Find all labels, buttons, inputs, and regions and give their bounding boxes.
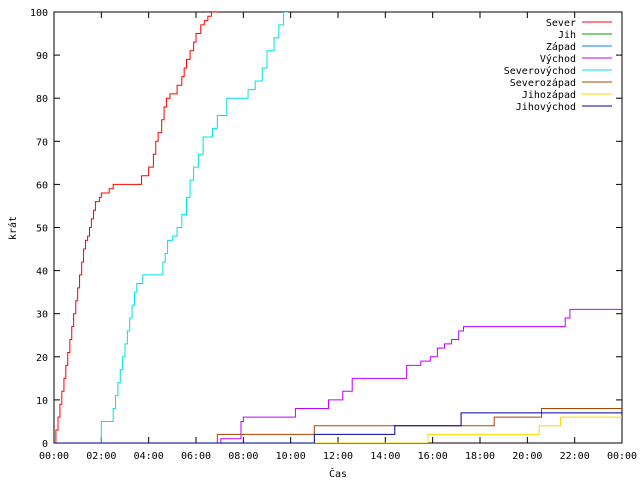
series-lines — [54, 12, 622, 443]
x-tick-label: 04:00 — [134, 451, 164, 462]
y-tick-label: 10 — [36, 396, 48, 407]
x-tick-label: 12:00 — [323, 451, 353, 462]
x-tick-label: 00:00 — [607, 451, 637, 462]
series-line-vychod — [54, 308, 622, 443]
x-tick-label: 08:00 — [228, 451, 258, 462]
axis-ticks: 0 10 20 30 40 50 60 70 80 90 100 00:00 02:00 04:00 06:… — [30, 8, 637, 462]
y-axis-label: krát — [7, 216, 19, 240]
series-line-severovychod — [54, 12, 289, 443]
legend-label-sever: Sever — [546, 18, 576, 29]
series-line-jihovychod — [54, 412, 622, 443]
x-axis-label: Čas — [329, 467, 347, 480]
y-tick-label: 20 — [36, 353, 48, 364]
x-tick-label: 16:00 — [418, 451, 448, 462]
x-tick-label: 06:00 — [181, 451, 211, 462]
y-tick-label: 100 — [30, 8, 48, 19]
x-tick-label: 00:00 — [39, 451, 69, 462]
y-tick-label: 70 — [36, 137, 48, 148]
x-tick-label: 18:00 — [465, 451, 495, 462]
x-tick-label: 10:00 — [276, 451, 306, 462]
legend: SeverJihZápadVýchodSeverovýchodSeverozáp… — [504, 18, 612, 113]
y-tick-label: 90 — [36, 51, 48, 62]
series-line-jihozapad — [54, 416, 622, 443]
legend-label-jih: Jih — [558, 30, 576, 41]
legend-label-vychod: Východ — [540, 53, 576, 65]
x-tick-label: 02:00 — [86, 451, 116, 462]
y-tick-label: 30 — [36, 310, 48, 321]
x-tick-label: 22:00 — [560, 451, 590, 462]
legend-label-zapad: Západ — [546, 41, 576, 53]
y-tick-label: 40 — [36, 267, 48, 278]
x-tick-label: 20:00 — [512, 451, 542, 462]
x-tick-label: 14:00 — [370, 451, 400, 462]
y-tick-label: 0 — [42, 439, 48, 450]
y-tick-label: 80 — [36, 94, 48, 105]
legend-label-jihozapad: Jihozápad — [522, 89, 576, 101]
y-tick-label: 60 — [36, 180, 48, 191]
series-line-severozapad — [54, 408, 622, 443]
legend-label-jihovychod: Jihovýchod — [516, 101, 576, 113]
y-tick-label: 50 — [36, 224, 48, 235]
legend-label-severozapad: Severozápad — [510, 77, 576, 89]
series-line-sever — [54, 12, 219, 443]
legend-label-severovychod: Severovýchod — [504, 65, 576, 77]
